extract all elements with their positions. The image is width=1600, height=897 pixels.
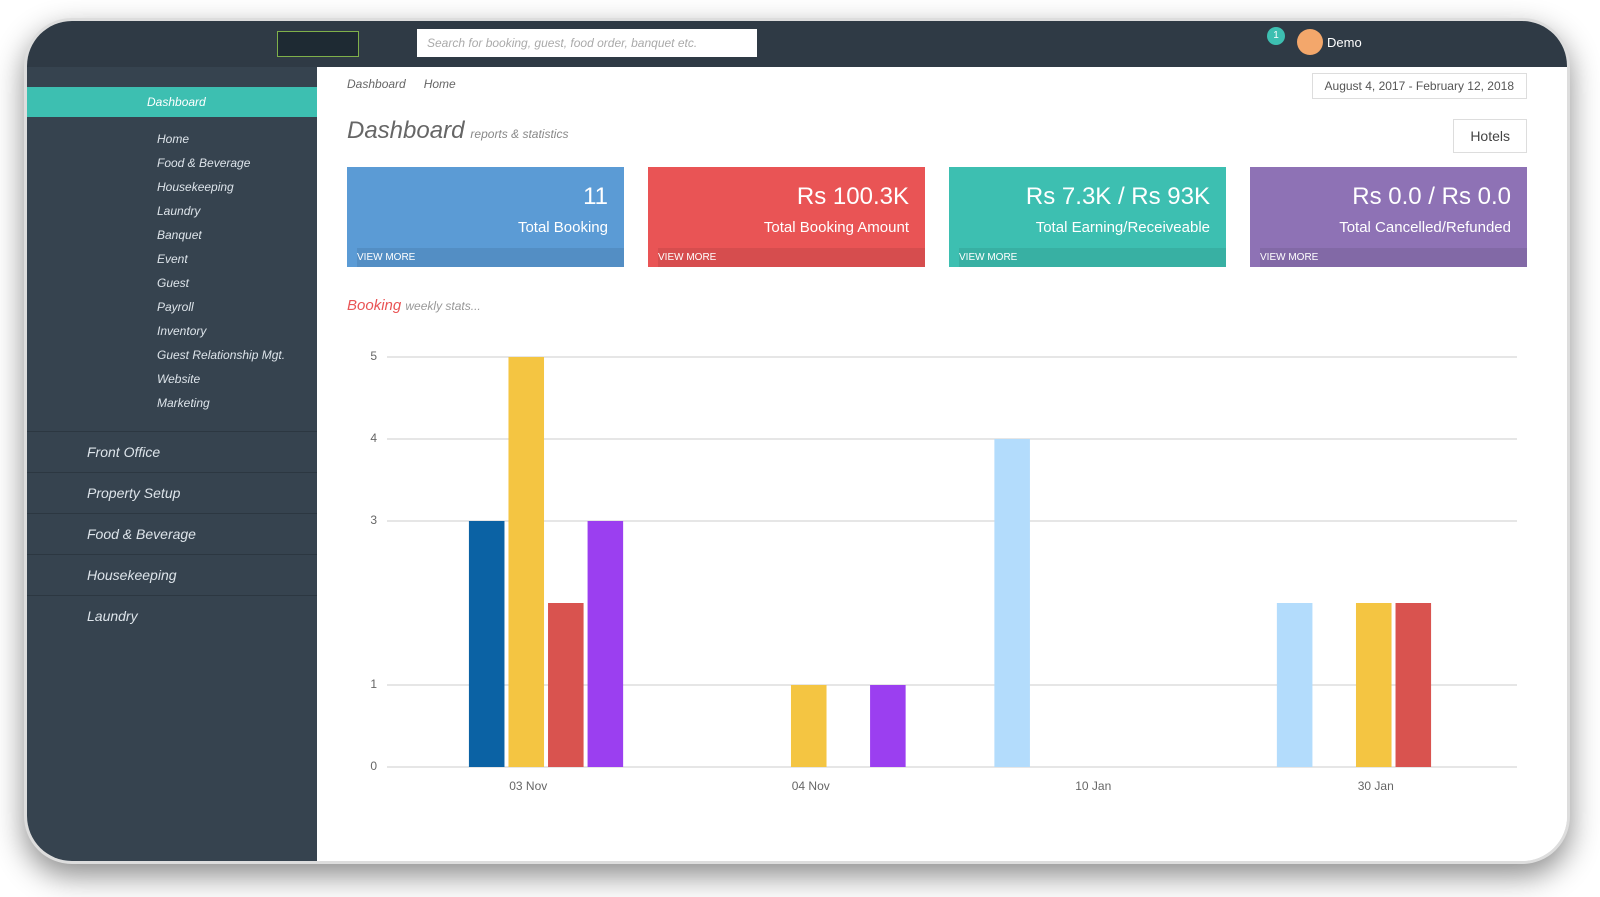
card-value: Rs 7.3K / Rs 93K	[1025, 183, 1210, 210]
y-tick-label: 1	[370, 677, 377, 691]
stat-card: Rs 100.3K Total Booking Amount VIEW MORE	[648, 167, 925, 267]
stat-card: 11 Total Booking VIEW MORE	[347, 167, 624, 267]
date-range-picker[interactable]: August 4, 2017 - February 12, 2018	[1311, 73, 1527, 99]
nav-subitem[interactable]: Laundry	[157, 204, 201, 218]
nav-subitem[interactable]: Event	[157, 252, 188, 266]
card-label: Total Earning/Receiveable	[1035, 219, 1210, 236]
card-link[interactable]: VIEW MORE	[357, 248, 624, 267]
bar	[548, 603, 584, 767]
y-tick-label: 4	[370, 431, 377, 445]
bar	[1395, 603, 1432, 767]
nav-item-active[interactable]: Dashboard	[27, 87, 317, 117]
nav-section[interactable]: Laundry	[27, 595, 317, 636]
nav-spacer	[27, 415, 317, 431]
nav-section[interactable]: Front Office	[27, 431, 317, 472]
y-tick-label: 3	[370, 513, 377, 527]
nav-subitem[interactable]: Guest Relationship Mgt.	[157, 348, 286, 362]
bar	[468, 521, 505, 767]
card-label: Total Booking	[517, 219, 608, 236]
card-label: Total Cancelled/Refunded	[1339, 219, 1511, 236]
nav-subitem[interactable]: Payroll	[157, 300, 194, 314]
stat-card: Rs 0.0 / Rs 0.0 Total Cancelled/Refunded V…	[1250, 167, 1527, 267]
nav-section[interactable]: Property Setup	[27, 472, 317, 513]
chart: 0 1 3 4 5 03 Nov 04 Nov 10 Jan 30 Jan	[370, 349, 1517, 793]
sidebar: Dashboard Home Food & Beverage Housekeeping…	[27, 67, 317, 861]
card-link[interactable]: VIEW MORE	[658, 248, 925, 267]
card-value: 11	[583, 183, 608, 210]
x-tick-label: 03 Nov	[509, 779, 547, 793]
nav-subitem[interactable]: Food & Beverage	[157, 156, 251, 170]
x-tick-label: 30 Jan	[1358, 779, 1394, 793]
bar	[587, 521, 624, 767]
page-title-text: Dashboard	[347, 117, 465, 144]
nav-subitem[interactable]: Banquet	[157, 228, 202, 242]
card-link[interactable]: VIEW MORE	[1260, 248, 1527, 267]
bar	[870, 685, 906, 767]
user-avatar[interactable]	[1297, 29, 1323, 55]
chart-title: Booking	[347, 297, 402, 314]
card-label: Total Booking Amount	[763, 219, 909, 236]
nav-subitem[interactable]: Guest	[157, 276, 190, 290]
nav-subitem[interactable]: Inventory	[157, 324, 207, 338]
chart-heading: Booking weekly stats...	[347, 297, 481, 314]
logo[interactable]	[277, 31, 359, 57]
stat-cards: 11 Total Booking VIEW MORE Rs 100.3K Total B…	[347, 167, 1527, 267]
page-subtitle: reports & statistics	[470, 127, 569, 141]
main-content: Dashboard Home August 4, 2017 - February …	[317, 67, 1567, 861]
nav-subitem[interactable]: Home	[157, 132, 190, 146]
bar	[1355, 603, 1392, 767]
app-window: Search for booking, guest, food order, b…	[24, 18, 1570, 864]
search-box[interactable]: Search for booking, guest, food order, b…	[417, 29, 757, 57]
user-name[interactable]: Demo	[1327, 35, 1362, 50]
nav-subitem[interactable]: Marketing	[157, 396, 210, 410]
card-link[interactable]: VIEW MORE	[959, 248, 1226, 267]
nav-subitem[interactable]: Website	[157, 372, 201, 386]
hotels-button[interactable]: Hotels	[1453, 119, 1527, 153]
nav-section[interactable]: Housekeeping	[27, 554, 317, 595]
breadcrumb: Dashboard Home	[347, 77, 474, 91]
breadcrumb-item[interactable]: Dashboard	[347, 77, 406, 91]
bar	[994, 439, 1030, 767]
nav-subitem[interactable]: Housekeeping	[157, 180, 234, 194]
bar	[790, 685, 827, 767]
page-title: Dashboard reports & statistics	[347, 117, 568, 145]
x-tick-label: 04 Nov	[792, 779, 830, 793]
bar	[508, 357, 545, 767]
stat-card: Rs 7.3K / Rs 93K Total Earning/Receiveabl…	[949, 167, 1226, 267]
card-value: Rs 0.0 / Rs 0.0	[1352, 183, 1511, 210]
nav-section[interactable]: Food & Beverage	[27, 513, 317, 554]
top-bar: Search for booking, guest, food order, b…	[27, 21, 1567, 67]
x-tick-label: 10 Jan	[1075, 779, 1111, 793]
breadcrumb-item[interactable]: Home	[423, 77, 456, 91]
chart-subtitle: weekly stats...	[405, 299, 481, 313]
bar	[1276, 603, 1313, 767]
y-tick-label: 5	[370, 349, 377, 363]
notification-badge[interactable]: 1	[1267, 27, 1285, 45]
card-value: Rs 100.3K	[796, 183, 909, 210]
y-tick-label: 0	[370, 759, 377, 773]
